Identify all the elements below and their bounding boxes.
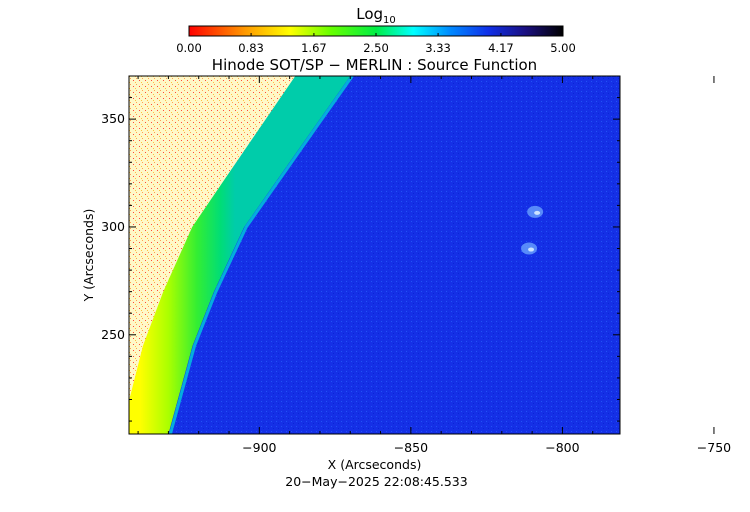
colorbar-label: Log10 (356, 5, 396, 26)
x-axis-ticks: −900 −850 −800 −750 (137, 76, 731, 455)
bright-features (521, 205, 544, 255)
colorbar-tick-label: 0.83 (238, 41, 264, 55)
x-tick-label: −850 (394, 440, 428, 455)
y-tick-label: 300 (101, 219, 125, 234)
colorbar-tick-label: 5.00 (550, 41, 576, 55)
colorbar-ticks: 0.00 0.83 1.67 2.50 3.33 4.17 5.00 (176, 33, 576, 55)
y-tick-label: 250 (101, 327, 125, 342)
bright-feature-core (528, 247, 535, 252)
off-disk-noise (129, 76, 296, 401)
y-tick-label: 350 (101, 111, 125, 126)
x-axis-label: X (Arcseconds) (328, 457, 422, 472)
plot-frame (128, 75, 621, 435)
y-axis-label: Y (Arcseconds) (81, 209, 96, 303)
limb-edge (168, 76, 354, 434)
y-axis-ticks: 250 300 350 (101, 75, 620, 422)
colorbar-tick-label: 2.50 (363, 41, 389, 55)
x-tick-label: −750 (697, 440, 731, 455)
chart-title: Hinode SOT/SP − MERLIN : Source Function (212, 56, 537, 74)
source-function-image (129, 76, 620, 434)
x-tick-label: −800 (545, 440, 579, 455)
x-tick-label: −900 (242, 440, 276, 455)
colorbar-tick-label: 0.00 (176, 41, 202, 55)
colorbar-label-subscript: 10 (383, 15, 396, 26)
timestamp: 20−May−2025 22:08:45.533 (285, 474, 467, 489)
bright-feature-core (534, 210, 541, 215)
colorbar-label-base: Log (356, 5, 383, 23)
colorbar-tick-label: 3.33 (425, 41, 451, 55)
colorbar-tick-label: 4.17 (488, 41, 514, 55)
colorbar-tick-label: 1.67 (301, 41, 327, 55)
